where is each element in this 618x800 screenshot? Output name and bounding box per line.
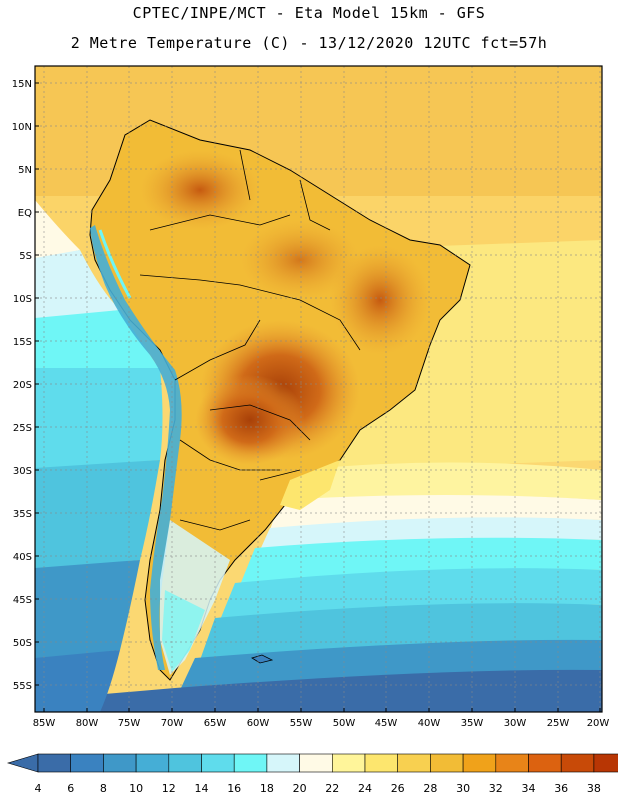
- legend-label: 28: [423, 782, 437, 795]
- legend-swatch: [593, 753, 618, 773]
- map-field: [35, 66, 602, 712]
- lon-label: 70W: [161, 718, 184, 729]
- legend-label: 20: [293, 782, 307, 795]
- lon-label: 80W: [76, 718, 99, 729]
- legend-swatch: [135, 753, 170, 773]
- legend-label: 14: [195, 782, 209, 795]
- lat-label: 20S: [13, 380, 32, 391]
- legend-label: 26: [391, 782, 405, 795]
- lat-label: 30S: [13, 466, 32, 477]
- lon-label: 50W: [333, 718, 356, 729]
- lon-label: 35W: [461, 718, 484, 729]
- legend-label: 18: [260, 782, 274, 795]
- lon-label: 40W: [418, 718, 441, 729]
- legend-label: 32: [489, 782, 503, 795]
- lon-label: 75W: [118, 718, 141, 729]
- lat-label: 50S: [13, 638, 32, 649]
- title-line-1: CPTEC/INPE/MCT - Eta Model 15km - GFS: [132, 4, 486, 22]
- legend-label: 36: [554, 782, 568, 795]
- lon-label: 20W: [587, 718, 610, 729]
- title-line-2: 2 Metre Temperature (C) - 13/12/2020 12U…: [70, 34, 548, 52]
- map-frame: [34, 65, 603, 713]
- legend-label: 22: [325, 782, 339, 795]
- legend-swatch: [364, 753, 399, 773]
- lon-label: 55W: [290, 718, 313, 729]
- legend-swatch: [462, 753, 497, 773]
- lon-label: 85W: [33, 718, 56, 729]
- lat-label: EQ: [18, 208, 32, 219]
- legend-label: 6: [67, 782, 74, 795]
- legend-swatch: [528, 753, 562, 773]
- lon-label: 65W: [204, 718, 227, 729]
- legend-swatch: [397, 753, 431, 773]
- legend-swatch: [70, 753, 104, 773]
- lat-label: 5S: [19, 251, 32, 262]
- legend-swatch: [331, 753, 366, 773]
- lon-label: 45W: [375, 718, 398, 729]
- lat-label: 55S: [13, 681, 32, 692]
- lon-label: 30W: [504, 718, 527, 729]
- legend-label: 4: [35, 782, 42, 795]
- legend-label: 38: [587, 782, 601, 795]
- legend-label: 10: [129, 782, 143, 795]
- legend-swatch: [266, 753, 300, 773]
- legend-swatch: [37, 753, 72, 773]
- temperature-map: 15N 10N 5N EQ 5S 10S 15S 20S 25S 30S 35S…: [12, 65, 610, 729]
- legend-swatch: [299, 753, 333, 773]
- lat-label: 15S: [13, 337, 32, 348]
- legend-label: 34: [522, 782, 536, 795]
- lat-label: 45S: [13, 595, 32, 606]
- lat-label: 15N: [12, 79, 32, 90]
- lon-label: 60W: [247, 718, 270, 729]
- lat-label: 35S: [13, 509, 32, 520]
- lat-label: 5N: [18, 165, 32, 176]
- lat-label: 40S: [13, 552, 32, 563]
- color-legend: 4 6 8 10 12 14 16 18 20 22 24 26 28 30 32 34 36 38: [6, 753, 618, 795]
- legend-swatch: [201, 753, 235, 773]
- legend-label: 30: [456, 782, 470, 795]
- legend-swatch: [560, 753, 595, 773]
- legend-swatch: [430, 753, 464, 773]
- legend-low-arrow: [6, 753, 39, 773]
- legend-label: 8: [100, 782, 107, 795]
- legend-label: 12: [162, 782, 176, 795]
- legend-swatch: [495, 753, 529, 773]
- legend-label: 16: [227, 782, 241, 795]
- legend-label: 24: [358, 782, 372, 795]
- lon-label: 25W: [547, 718, 570, 729]
- legend-swatch: [103, 753, 137, 773]
- lat-label: 25S: [13, 423, 32, 434]
- lat-label: 10N: [12, 122, 32, 133]
- legend-swatch: [233, 753, 268, 773]
- legend-swatch: [168, 753, 202, 773]
- lat-label: 10S: [13, 294, 32, 305]
